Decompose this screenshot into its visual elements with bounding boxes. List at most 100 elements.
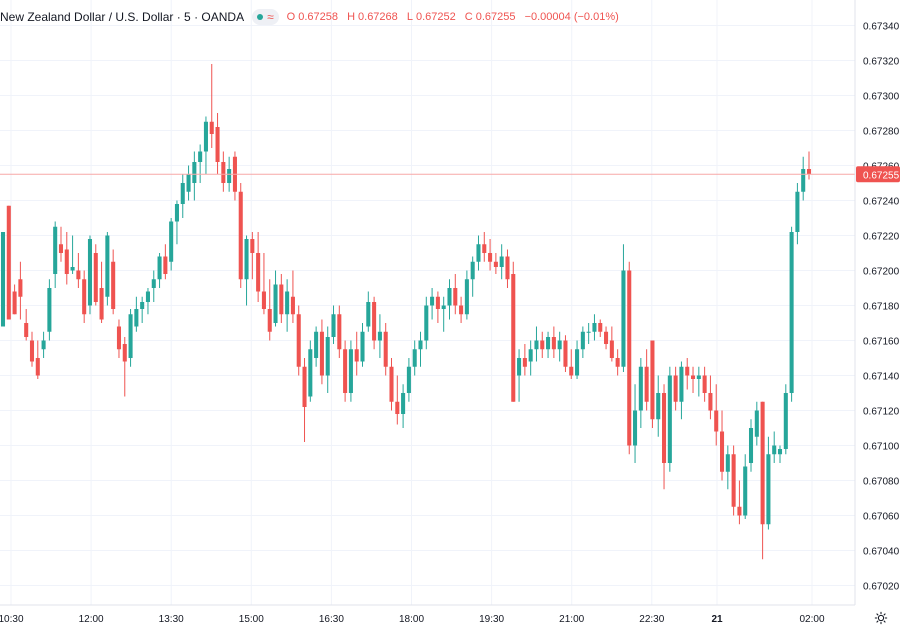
status-pill[interactable]: ≈ (252, 9, 279, 25)
candle (627, 261, 632, 455)
candle-body (319, 331, 324, 376)
candle-body (47, 288, 52, 332)
candle (256, 232, 261, 302)
candle-body (24, 323, 29, 337)
candle-body (534, 340, 539, 350)
candle (331, 305, 336, 344)
candle (203, 116, 208, 175)
candle-body (18, 279, 23, 297)
candle-body (673, 375, 678, 402)
candle (737, 480, 742, 525)
candle (528, 340, 533, 376)
candle (563, 335, 568, 372)
candle-body (6, 205, 11, 320)
candle (76, 253, 81, 288)
candle (186, 165, 191, 201)
candle (366, 291, 371, 332)
candles (0, 64, 812, 560)
candle-body (557, 340, 562, 350)
price-tick-label: 0.67060 (863, 512, 900, 523)
candle (772, 431, 777, 463)
symbol-title[interactable]: New Zealand Dollar / U.S. Dollar · 5 · O… (0, 10, 245, 24)
candle-body (360, 331, 365, 362)
candle-body (760, 401, 765, 525)
price-tick-label: 0.67220 (863, 232, 900, 243)
candle-body (725, 454, 730, 472)
low-label: L (406, 11, 413, 23)
candle-body (470, 261, 475, 280)
candle (592, 314, 597, 341)
candle-body (499, 256, 504, 267)
candle-body (412, 349, 417, 367)
candle-body (667, 375, 672, 463)
candle-body (621, 270, 626, 367)
candle (453, 274, 458, 315)
candle-body (441, 305, 446, 309)
candle (308, 340, 313, 402)
candle-body (128, 314, 133, 358)
candle-body (679, 366, 684, 402)
candle (667, 366, 672, 472)
candle (789, 226, 794, 402)
candle (430, 288, 435, 320)
time-tick-label: 02:00 (799, 614, 824, 623)
candle (488, 239, 493, 271)
candle-body (221, 162, 226, 183)
candle (285, 279, 290, 332)
price-tick-label: 0.67300 (863, 92, 900, 103)
candle (546, 331, 551, 358)
candle-body (737, 506, 742, 516)
candle (169, 218, 174, 271)
time-tick-label: 10:30 (0, 614, 24, 623)
candle (238, 183, 243, 288)
chart-legend: New Zealand Dollar / U.S. Dollar · 5 · O… (0, 6, 622, 28)
candle-body (406, 366, 411, 393)
candle (24, 309, 29, 341)
candle (290, 270, 295, 323)
candle-body (609, 340, 614, 358)
candle (163, 244, 168, 280)
candle-body (748, 428, 754, 463)
candle-body (285, 291, 290, 315)
candle (151, 270, 156, 302)
candle (261, 253, 266, 315)
candle-body (64, 249, 69, 274)
candle-body (476, 244, 481, 262)
candle (412, 340, 417, 376)
candle (522, 344, 527, 376)
candle-body (708, 393, 713, 411)
candle-body (244, 239, 249, 280)
candle (209, 64, 214, 148)
candle-body (87, 239, 93, 306)
low-value: 0.67252 (415, 11, 456, 23)
candle (372, 296, 377, 350)
candle-body (111, 261, 116, 309)
candle-body (122, 344, 127, 362)
candle-body (638, 366, 643, 411)
candle (18, 261, 23, 320)
candle-body (563, 340, 568, 367)
candle (198, 144, 203, 183)
candle (609, 326, 614, 362)
candle-body (690, 375, 696, 379)
time-axis[interactable]: 10:30 12:00 13:30 15:00 16:30 18:00 19:30 21:00… (0, 604, 855, 623)
candle-body (517, 358, 522, 376)
candle (111, 249, 116, 315)
time-tick-label: 13:30 (159, 614, 184, 623)
candle-body (105, 235, 110, 297)
candle (476, 235, 481, 271)
price-axis[interactable]: 0.67020 0.67040 0.67060 0.67080 0.67100 0.671… (854, 0, 900, 605)
candle-body (511, 274, 516, 402)
candle (534, 326, 539, 362)
time-tick-label: 21 (711, 614, 723, 623)
candle (389, 358, 394, 411)
candle-body (401, 393, 406, 414)
candle (418, 331, 423, 367)
candle (470, 256, 475, 297)
candle-body (522, 358, 527, 367)
candle-body (93, 253, 98, 302)
candle-body (157, 256, 162, 280)
candle-body (366, 302, 371, 327)
candle-body (163, 256, 168, 274)
